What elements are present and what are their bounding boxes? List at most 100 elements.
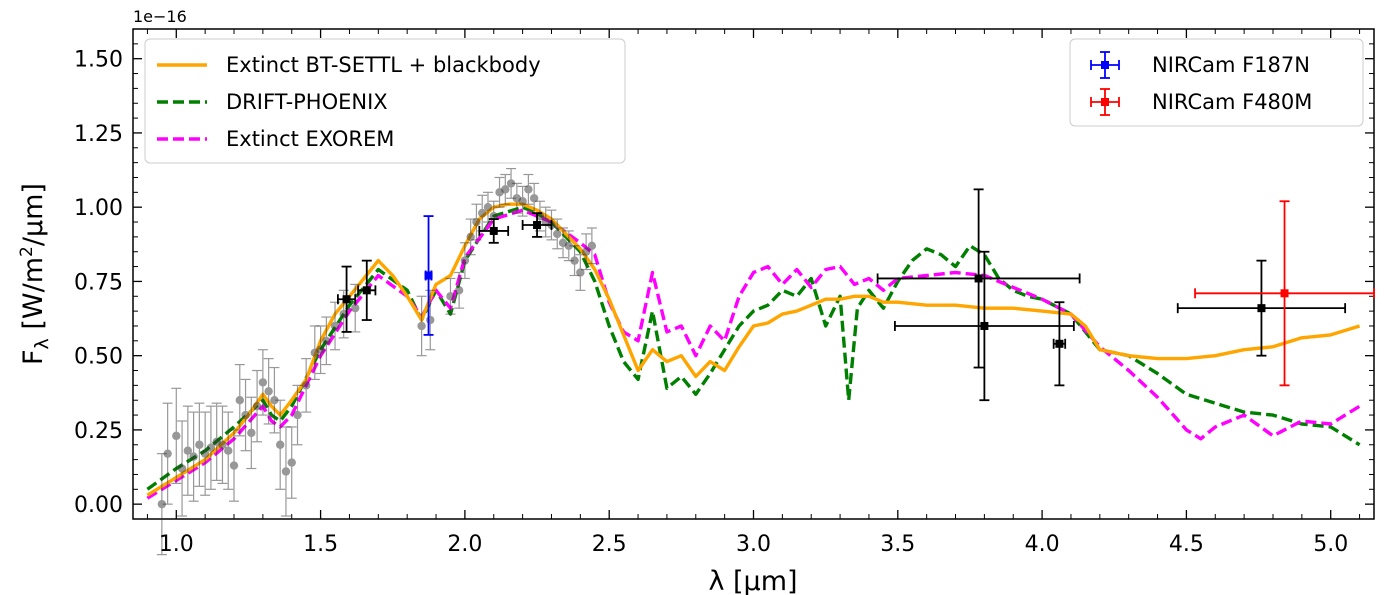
- spectrum-marker: [264, 387, 273, 396]
- legend-square: [1101, 98, 1109, 106]
- legend-label: DRIFT-PHOENIX: [226, 90, 388, 114]
- spectrum-point: [586, 227, 597, 265]
- spectrum-marker: [446, 292, 455, 301]
- photometry-point-marker: [533, 221, 542, 229]
- photometry-point: [337, 265, 357, 333]
- spectrum-point: [454, 271, 465, 309]
- f187n-point: [423, 215, 434, 336]
- spectrum-point: [330, 301, 341, 351]
- spectrum-point: [263, 358, 274, 425]
- legend-left: Extinct BT-SETTL + blackbody DRIFT-PHOENI…: [144, 38, 626, 164]
- photometry-point-marker: [1257, 304, 1266, 313]
- photometry-point: [894, 250, 1075, 402]
- spectrum-point: [240, 378, 251, 452]
- spectrum-marker: [518, 197, 527, 206]
- spectrum-marker: [553, 229, 562, 239]
- photometry-point: [1176, 259, 1347, 357]
- f480m-point: [1194, 200, 1375, 387]
- spectrum-point: [177, 420, 188, 517]
- x-tick-label: 1.5: [303, 532, 338, 557]
- spectrum-point: [252, 369, 263, 443]
- spectrum-marker: [235, 396, 244, 405]
- legend-label: NIRCam F480M: [1152, 90, 1312, 114]
- spectrum-marker: [270, 396, 279, 405]
- photometry-point: [478, 218, 510, 244]
- exorem-line: [146, 208, 1361, 500]
- spectrum-point: [269, 366, 280, 434]
- photometry-point-marker: [362, 286, 371, 295]
- spectrum-marker: [322, 336, 331, 346]
- x-axis-label: λ [μm]: [708, 566, 797, 595]
- spectrum-marker: [157, 499, 167, 509]
- spectrum-point: [506, 167, 517, 199]
- x-tick-label: 1.0: [159, 532, 194, 557]
- y-axis-label: Fλ [W/m2/μm]: [17, 183, 53, 365]
- spectrum-marker: [206, 443, 216, 452]
- photometry-point-marker: [980, 321, 989, 330]
- spectrum-marker: [287, 458, 296, 467]
- spectrum-marker: [506, 179, 516, 188]
- spectrum-point: [523, 173, 534, 205]
- spectrum-point: [280, 426, 291, 517]
- drift-phoenix-line: [146, 205, 1361, 491]
- spectrum-marker: [189, 452, 198, 461]
- legend-marker-f480m: [1090, 88, 1120, 116]
- spectrum-point: [194, 402, 205, 487]
- spectrum-point: [482, 191, 493, 223]
- spectrum-marker: [301, 381, 311, 390]
- photometry-point: [1052, 301, 1067, 387]
- spectrum-marker: [460, 256, 470, 265]
- spectrum-marker: [524, 185, 533, 194]
- y-tick-label: 1.50: [74, 48, 123, 73]
- y-offset-label: 1e−16: [133, 7, 187, 26]
- spectrum-marker: [570, 256, 579, 265]
- spectrum-marker: [195, 440, 204, 449]
- legend-marker-f187n: [1090, 51, 1120, 79]
- spectrum-point: [471, 203, 482, 241]
- y-tick-label: 0.00: [74, 493, 123, 518]
- spectrum-marker: [564, 241, 573, 250]
- spectrum-marker: [247, 428, 256, 438]
- spectrum-point: [315, 325, 326, 375]
- spectrum-point: [552, 218, 563, 250]
- photometry-point-marker: [342, 295, 351, 304]
- spectrum-point: [234, 363, 245, 437]
- spectrum-point: [229, 429, 240, 502]
- spectrum-marker: [587, 241, 597, 250]
- spectrum-point: [200, 411, 211, 496]
- photometry-point-marker: [489, 226, 498, 235]
- spectrum-point: [223, 411, 234, 490]
- spectrum-marker: [478, 208, 487, 218]
- spectrum-marker: [224, 446, 233, 455]
- photometry-point: [876, 188, 1081, 369]
- spectrum-point: [162, 402, 173, 505]
- spectrum-point: [292, 384, 303, 446]
- photometry-point: [521, 212, 553, 238]
- btsettl-line: [146, 202, 1361, 497]
- f480m-point-marker: [1280, 289, 1289, 298]
- legend-right: NIRCam F187N NIRCam F480M: [1069, 38, 1364, 127]
- spectrum-marker: [351, 303, 360, 313]
- y-tick-label: 0.50: [74, 345, 123, 370]
- spectrum-marker: [454, 286, 464, 295]
- spectrum-point: [275, 399, 286, 490]
- spectrum-point: [246, 396, 257, 470]
- spectrum-marker: [252, 401, 262, 411]
- spectrum-point: [171, 387, 182, 484]
- spectrum-marker: [330, 321, 340, 331]
- spectrum-point: [459, 242, 470, 280]
- y-tick-label: 1.25: [74, 122, 123, 147]
- spectrum-marker: [229, 461, 239, 470]
- spectrum-point: [182, 405, 193, 496]
- spectrum-marker: [200, 449, 210, 458]
- legend-label: Extinct BT-SETTL + blackbody: [226, 53, 541, 77]
- spectrum-marker: [483, 202, 493, 212]
- spectrum-point: [257, 349, 268, 416]
- x-tick-label: 5.0: [1313, 532, 1348, 557]
- y-tick-label: 0.25: [74, 419, 123, 444]
- spectrum-marker: [417, 321, 426, 331]
- spectrum-point: [286, 426, 297, 499]
- spectrum-marker: [218, 440, 227, 449]
- y-tick-label: 1.00: [74, 196, 123, 221]
- spectrum-marker: [163, 449, 172, 458]
